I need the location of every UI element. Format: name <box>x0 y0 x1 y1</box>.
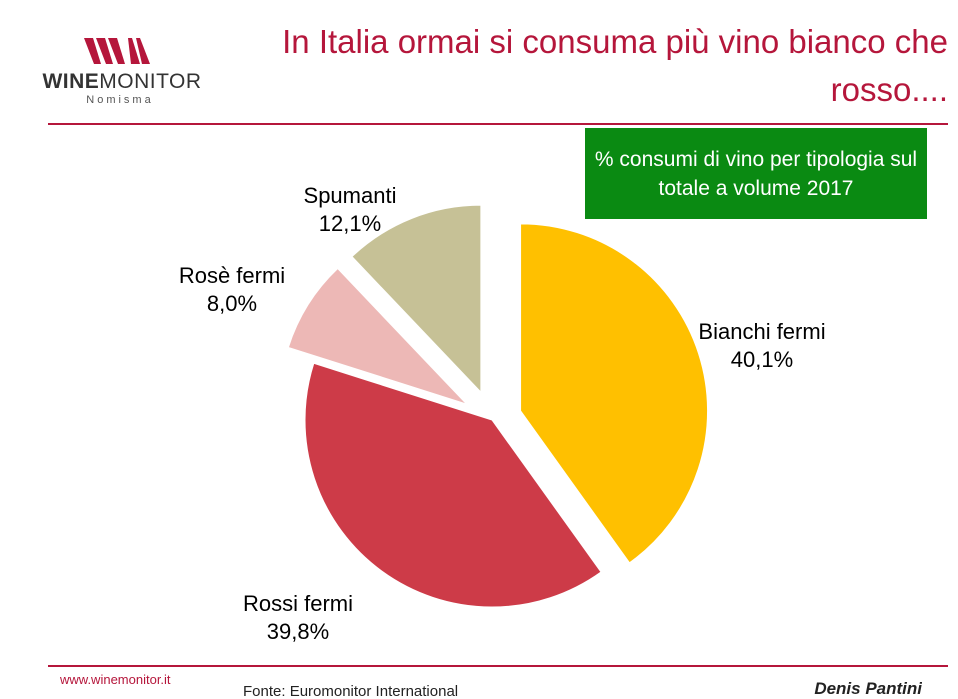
slice-value: 12,1% <box>318 211 382 236</box>
logo-subtitle: Nomisma <box>86 94 154 106</box>
slice-name: Rosè fermi <box>178 263 286 288</box>
wm-logo-mark-icon <box>84 38 150 64</box>
footer-url[interactable]: www.winemonitor.it <box>60 672 171 687</box>
header-divider <box>48 123 948 125</box>
slice-name: Bianchi fermi <box>698 319 826 344</box>
footer-source: Fonte: Euromonitor International <box>243 683 459 699</box>
slice-value: 39,8% <box>266 619 330 644</box>
pie-label-bianchi-fermi: Bianchi fermi 40,1% <box>698 318 825 374</box>
slice-value: 8,0% <box>206 291 258 316</box>
pie-slice-bianchi-fermi <box>520 223 709 564</box>
slice-value: 40,1% <box>730 347 794 372</box>
chart-title-box: % consumi di vino per tipologia sul tota… <box>585 128 927 219</box>
footer-divider <box>48 665 948 667</box>
slice-name: Spumanti <box>303 183 397 208</box>
pie-slice-rossi-fermi <box>304 362 602 608</box>
slide-title: In Italia ormai si consuma più vino bian… <box>282 23 948 108</box>
chart-title: % consumi di vino per tipologia sul tota… <box>594 147 918 200</box>
logo-wordmark: WINEMONITOR <box>42 70 202 93</box>
pie-label-ros-fermi: Rosè fermi 8,0% <box>179 262 285 318</box>
slice-name: Rossi fermi <box>242 591 354 616</box>
pie-slice-ros-fermi <box>287 267 467 405</box>
footer-author: Denis Pantini <box>814 679 922 698</box>
pie-slice-spumanti <box>351 204 482 394</box>
pie-label-spumanti: Spumanti 12,1% <box>304 182 397 238</box>
pie-label-rossi-fermi: Rossi fermi 39,8% <box>243 590 353 646</box>
winemonitor-logo: WINEMONITOR Nomisma <box>40 34 202 114</box>
